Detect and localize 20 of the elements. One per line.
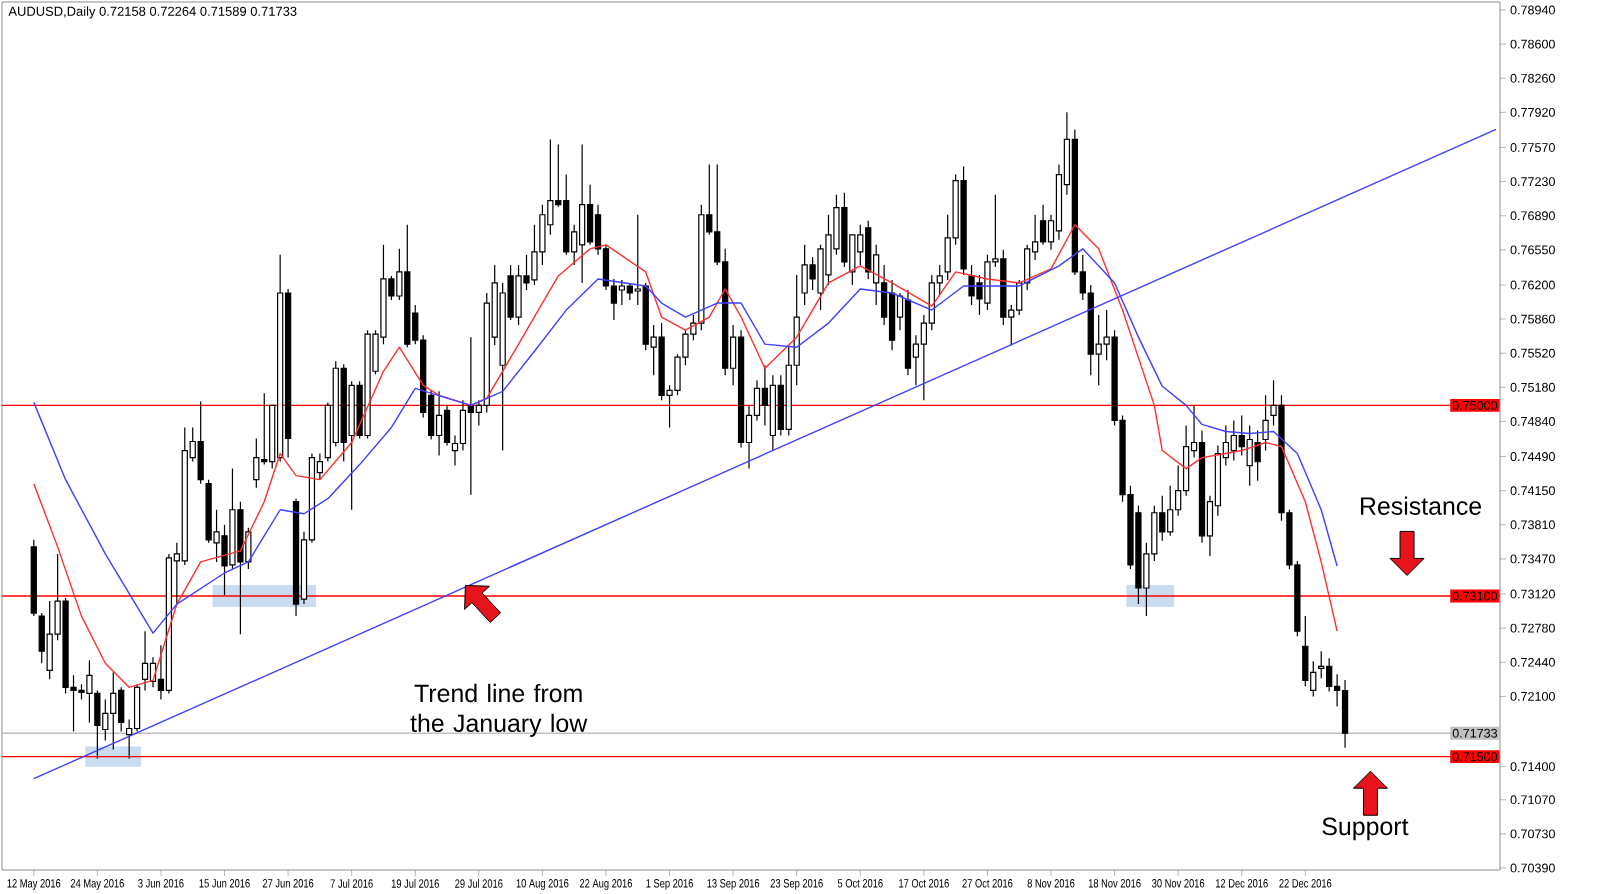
annotation: Support [1322,817,1409,841]
candlestick [141,630,149,691]
candlestick [1262,394,1269,452]
candlestick [292,498,300,617]
candlestick [467,336,475,496]
candlestick [1254,429,1261,482]
candlestick [1230,419,1237,462]
candlestick [960,165,967,276]
candlestick [197,400,204,485]
candlestick [30,539,37,617]
candlestick [110,671,117,751]
annotation: Resistance [1360,496,1482,515]
candlestick [404,224,411,348]
candlestick [277,254,284,463]
candlestick [801,244,808,306]
candlestick [435,390,443,457]
candlestick [578,143,586,284]
candlestick [364,329,371,440]
annotation: Trend line from the January low [410,683,588,737]
candlestick [1341,679,1349,749]
